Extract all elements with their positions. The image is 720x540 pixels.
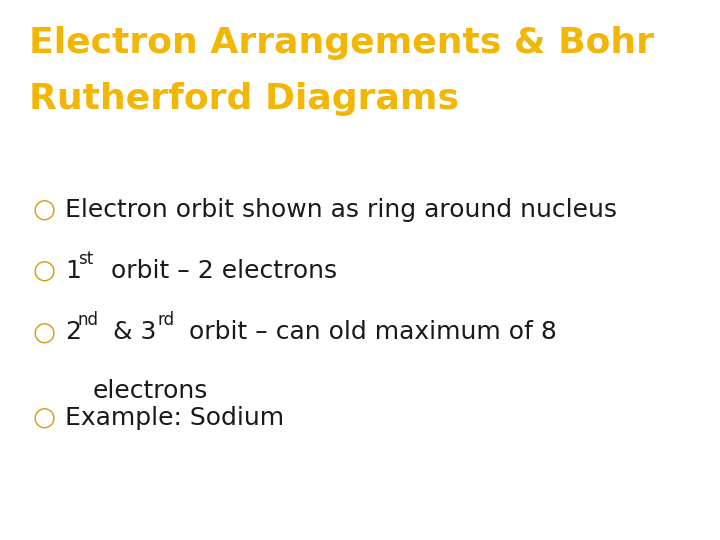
Text: ○: ○ xyxy=(32,404,55,431)
Text: ○: ○ xyxy=(32,258,55,284)
Text: ○: ○ xyxy=(32,319,55,345)
Text: & 3: & 3 xyxy=(105,320,156,344)
Text: nd: nd xyxy=(78,311,99,329)
Text: Electron Arrangements & Bohr: Electron Arrangements & Bohr xyxy=(29,26,654,60)
Text: orbit – 2 electrons: orbit – 2 electrons xyxy=(103,259,337,283)
Text: electrons: electrons xyxy=(92,379,207,403)
Text: ○: ○ xyxy=(32,197,55,223)
Text: st: st xyxy=(78,249,93,268)
Text: 1: 1 xyxy=(65,259,81,283)
Text: Electron orbit shown as ring around nucleus: Electron orbit shown as ring around nucl… xyxy=(65,198,617,222)
Text: Example: Sodium: Example: Sodium xyxy=(65,406,284,430)
Text: 2: 2 xyxy=(65,320,81,344)
Text: rd: rd xyxy=(158,311,175,329)
Text: orbit – can old maximum of 8: orbit – can old maximum of 8 xyxy=(181,320,557,344)
Text: Rutherford Diagrams: Rutherford Diagrams xyxy=(29,82,459,116)
